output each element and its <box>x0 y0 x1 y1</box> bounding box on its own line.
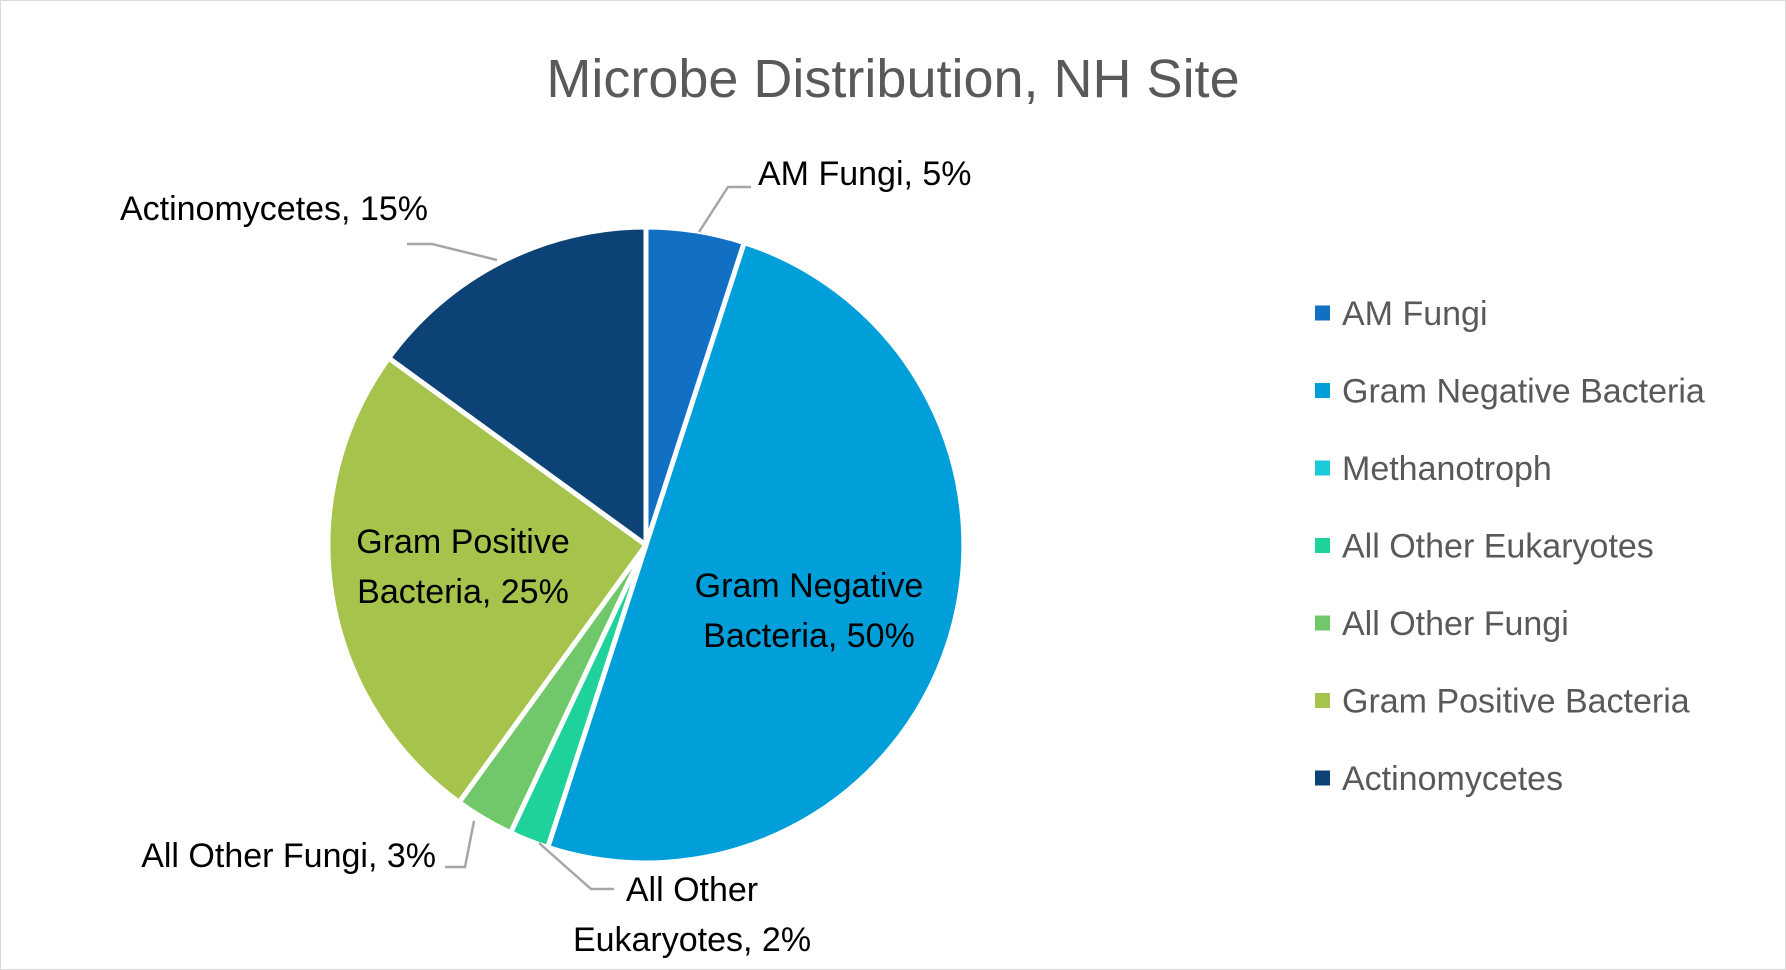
leader-line-all-other-eukaryotes <box>538 842 614 891</box>
pie-slice-actinomycetes <box>386 224 649 548</box>
legend-label-all-other-fungi: All Other Fungi <box>1342 605 1569 643</box>
leader-lines-layer <box>407 185 751 891</box>
legend-swatch-methanotroph <box>1315 460 1330 476</box>
legend-swatch-am-fungi <box>1315 305 1330 321</box>
legend-item-actinomycetes: Actinomycetes <box>1315 760 1563 798</box>
legend-label-am-fungi: AM Fungi <box>1342 295 1488 333</box>
data-label-all-other-fungi: All Other Fungi, 3% <box>141 837 436 875</box>
legend-label-gram-negative-bacteria: Gram Negative Bacteria <box>1342 373 1705 411</box>
chart-title: Microbe Distribution, NH Site <box>546 49 1239 109</box>
leader-line-actinomycetes <box>407 242 498 262</box>
legend-label-gram-positive-bacteria: Gram Positive Bacteria <box>1342 683 1690 721</box>
data-label-gram-positive-bacteria: Gram Positive Bacteria, 25% <box>356 523 570 611</box>
legend-label-all-other-eukaryotes: All Other Eukaryotes <box>1342 528 1654 566</box>
legend-item-gram-positive-bacteria: Gram Positive Bacteria <box>1315 683 1690 721</box>
legend-item-methanotroph: Methanotroph <box>1315 450 1552 488</box>
data-label-gram-negative-bacteria: Gram Negative Bacteria, 50% <box>695 567 924 655</box>
legend-item-all-other-eukaryotes: All Other Eukaryotes <box>1315 528 1654 566</box>
legend-item-all-other-fungi: All Other Fungi <box>1315 605 1569 643</box>
pie-slice-gram-negative-bacteria <box>545 240 967 866</box>
data-label-actinomycetes: Actinomycetes, 15% <box>120 190 428 228</box>
legend-label-methanotroph: Methanotroph <box>1342 450 1552 488</box>
leader-line-am-fungi <box>697 185 751 233</box>
legend-swatch-actinomycetes <box>1315 770 1330 786</box>
legend-swatch-gram-negative-bacteria <box>1315 383 1330 398</box>
data-label-all-other-eukaryotes: All Other Eukaryotes, 2% <box>573 871 811 959</box>
legend-label-actinomycetes: Actinomycetes <box>1342 760 1563 798</box>
legend-swatch-all-other-fungi <box>1315 615 1330 631</box>
legend-item-gram-negative-bacteria: Gram Negative Bacteria <box>1315 373 1705 411</box>
data-labels-layer: AM Fungi, 5% Gram Negative Bacteria, 50% Al… <box>120 155 972 959</box>
legend-swatch-all-other-eukaryotes <box>1315 538 1330 553</box>
pie-slice-gram-positive-bacteria <box>325 355 649 805</box>
legend-swatch-gram-positive-bacteria <box>1315 693 1330 708</box>
slices-layer <box>325 224 967 866</box>
legend-item-am-fungi: AM Fungi <box>1315 295 1488 333</box>
legend: AM Fungi Gram Negative Bacteria Methanotro… <box>1315 295 1705 798</box>
leader-line-all-other-fungi <box>445 820 476 869</box>
data-label-am-fungi: AM Fungi, 5% <box>758 155 972 193</box>
